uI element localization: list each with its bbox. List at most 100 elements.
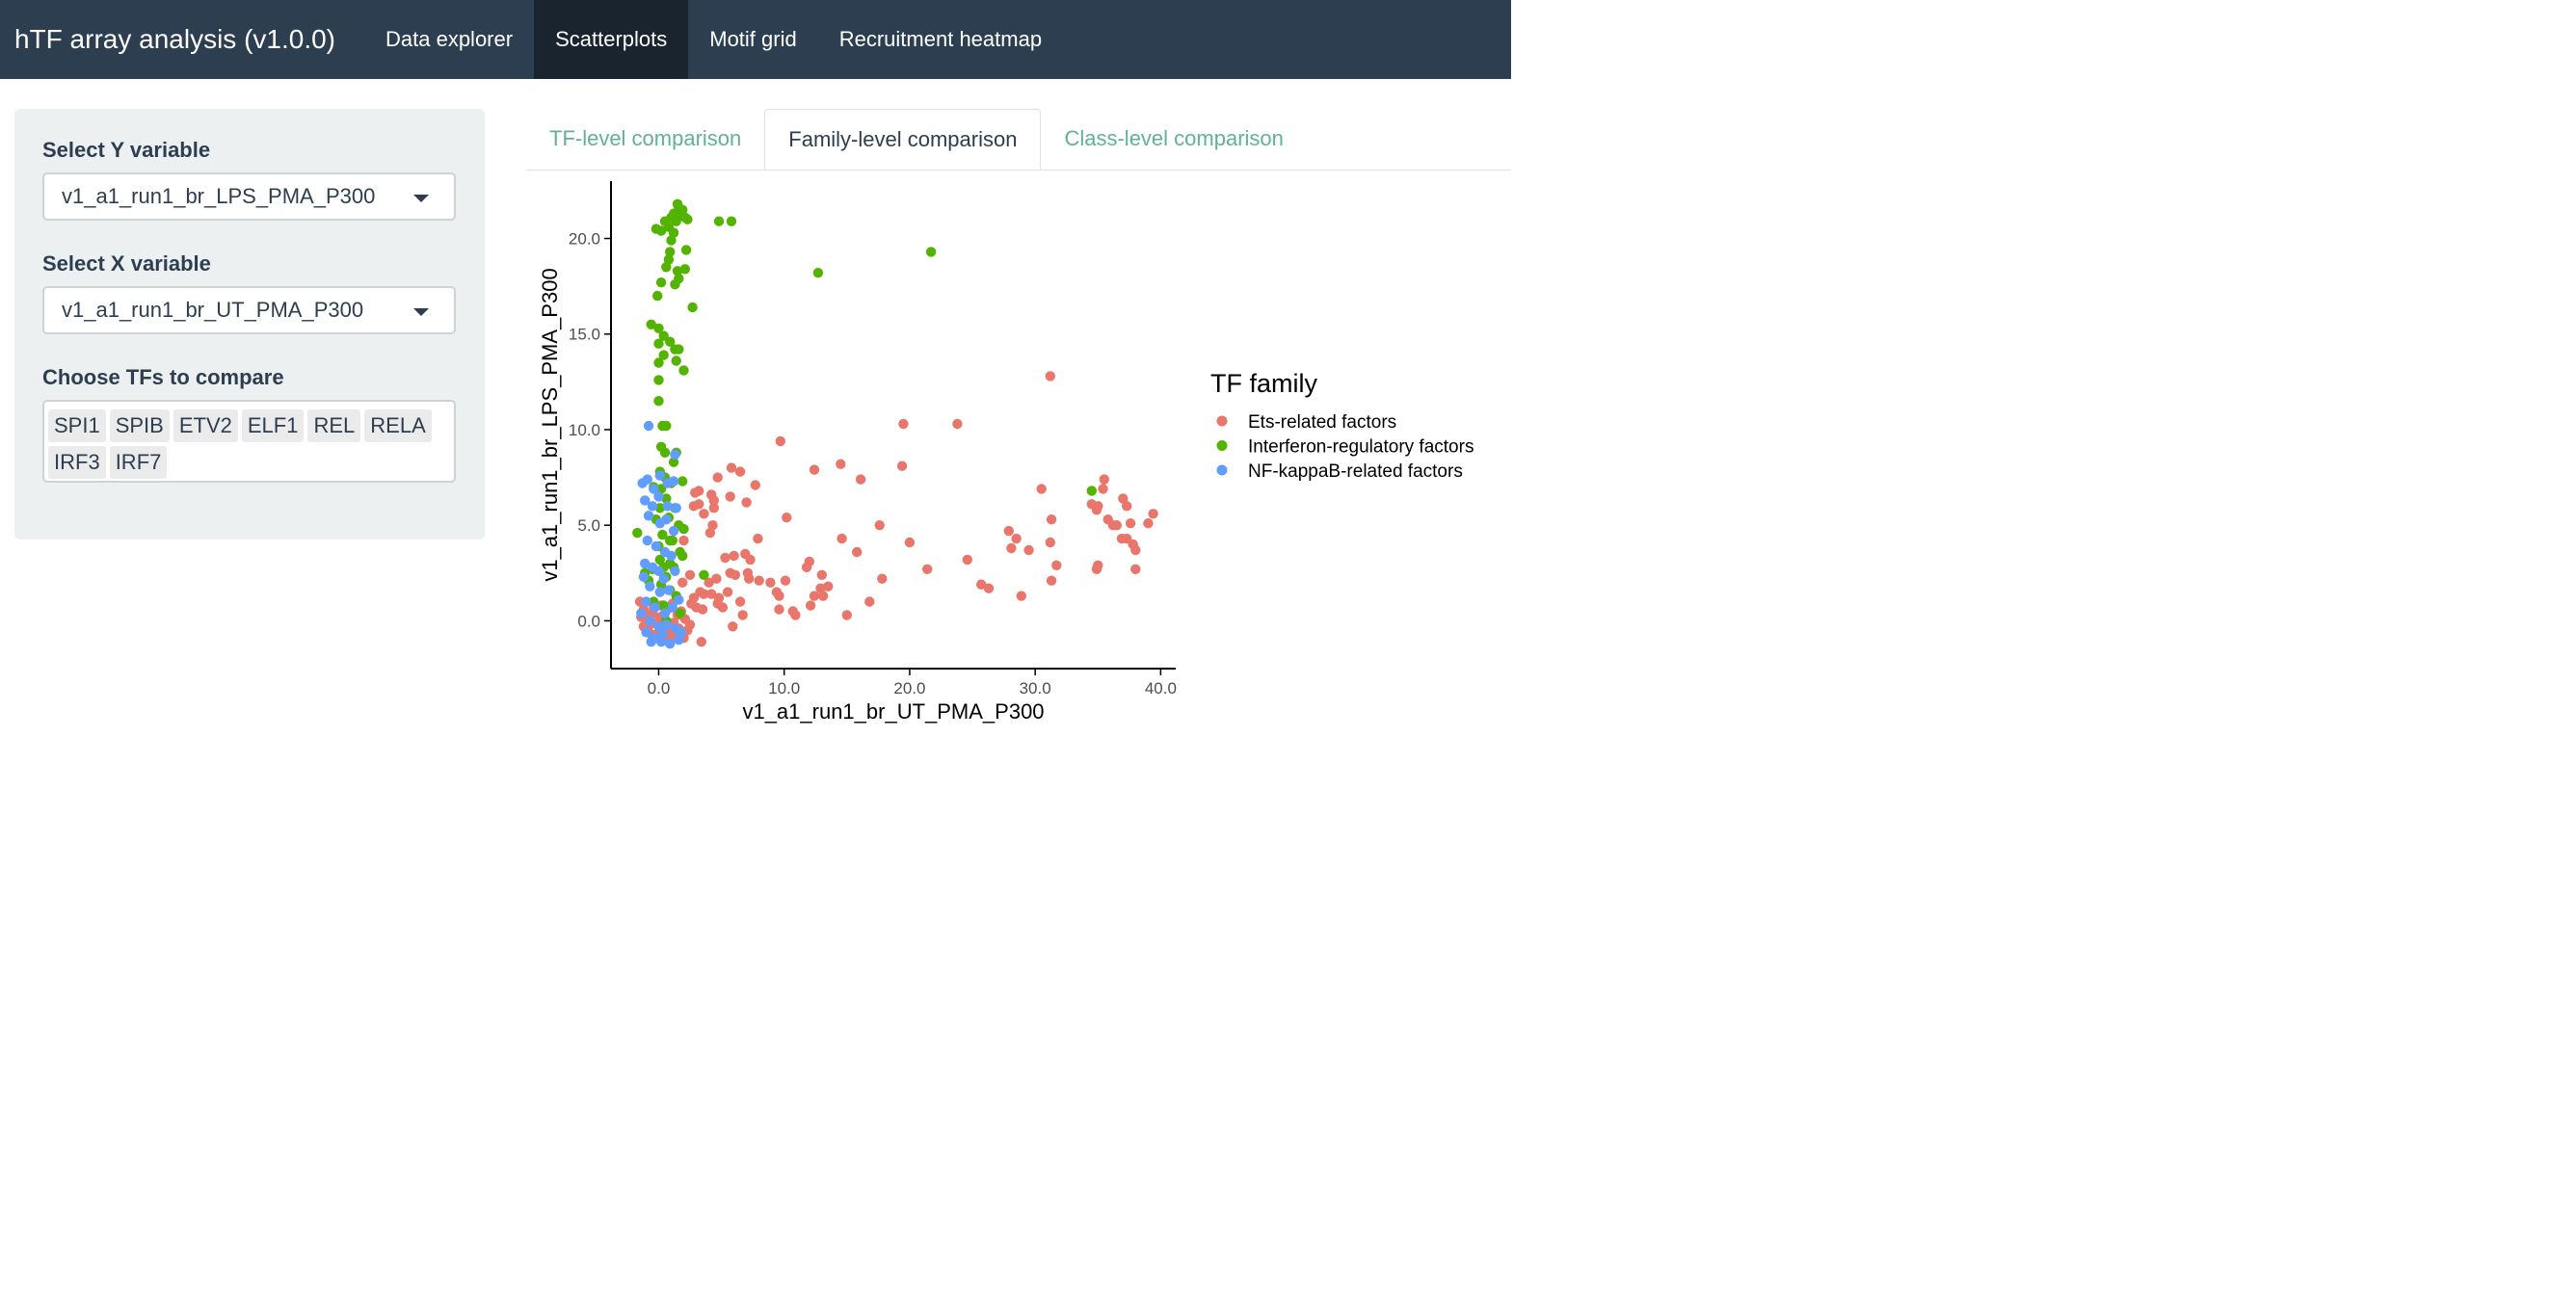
point-2-8 xyxy=(640,495,651,506)
point-2-37 xyxy=(641,627,651,638)
point-1-41 xyxy=(653,375,664,385)
point-1-59 xyxy=(678,523,689,535)
point-2-40 xyxy=(665,639,676,649)
point-0-80 xyxy=(815,583,826,593)
point-1-39 xyxy=(653,357,664,368)
point-1-38 xyxy=(671,355,681,366)
nav-recruitment-heatmap[interactable]: Recruitment heatmap xyxy=(838,27,1043,51)
point-0-59 xyxy=(1130,544,1141,556)
tf-chip-etv2[interactable]: ETV2 xyxy=(173,409,238,442)
app-title[interactable]: hTF array analysis (v1.0.0) xyxy=(14,24,335,54)
point-1-44 xyxy=(661,420,672,432)
point-2-21 xyxy=(640,558,651,569)
point-0-70 xyxy=(704,577,714,588)
legend-key-0 xyxy=(1216,415,1228,427)
tf-chip-spib[interactable]: SPIB xyxy=(109,409,170,442)
point-0-65 xyxy=(1130,564,1141,574)
point-2-41 xyxy=(674,635,684,645)
y-tick-label: 15.0 xyxy=(569,326,600,344)
point-2-35 xyxy=(661,619,672,630)
tf-chip-rela[interactable]: RELA xyxy=(364,409,432,442)
point-1-77 xyxy=(675,608,685,619)
point-0-43 xyxy=(1046,514,1057,525)
tab-class-level[interactable]: Class-level comparison xyxy=(1064,126,1284,150)
y-tick-label: 0.0 xyxy=(577,612,600,630)
point-0-86 xyxy=(1016,591,1026,601)
point-2-44 xyxy=(676,627,687,638)
tf-chip-rel[interactable]: REL xyxy=(307,409,361,442)
tf-chip-irf7[interactable]: IRF7 xyxy=(109,446,168,479)
point-0-13 xyxy=(694,486,704,496)
point-1-42 xyxy=(653,396,664,407)
point-1-21 xyxy=(670,279,680,290)
point-0-78 xyxy=(780,575,791,586)
point-0-62 xyxy=(1125,518,1136,529)
point-1-15 xyxy=(665,247,676,257)
point-2-42 xyxy=(646,637,656,647)
point-0-28 xyxy=(678,535,689,546)
point-0-142 xyxy=(696,637,706,647)
point-0-39 xyxy=(1011,533,1022,544)
point-1-46 xyxy=(659,447,671,458)
tf-multiselect[interactable]: SPI1 SPIB ETV2 ELF1 REL RELA IRF3 IRF7 xyxy=(42,400,456,483)
nav-motif-grid[interactable]: Motif grid xyxy=(709,27,797,51)
point-0-29 xyxy=(753,533,763,544)
tf-chip-irf3[interactable]: IRF3 xyxy=(48,446,106,479)
point-2-17 xyxy=(642,535,652,546)
point-0-3 xyxy=(775,435,785,447)
point-2-0 xyxy=(643,420,654,432)
sidebar-panel: Select Y variable v1_a1_run1_br_LPS_PMA_… xyxy=(14,109,485,540)
chevron-down-icon xyxy=(413,195,429,202)
point-0-24 xyxy=(704,527,716,539)
nav-data-explorer[interactable]: Data explorer xyxy=(385,27,514,51)
point-0-9 xyxy=(712,472,723,483)
point-1-30 xyxy=(646,319,656,329)
x-variable-value: v1_a1_run1_br_UT_PMA_P300 xyxy=(62,298,364,322)
plot-points xyxy=(632,198,1158,649)
point-0-79 xyxy=(816,569,827,580)
point-0-11 xyxy=(750,480,760,490)
point-0-45 xyxy=(1051,560,1062,570)
point-0-84 xyxy=(976,579,987,590)
point-2-45 xyxy=(636,608,647,619)
point-2-33 xyxy=(645,616,655,626)
point-0-48 xyxy=(1099,474,1109,485)
point-0-25 xyxy=(874,520,885,531)
point-0-68 xyxy=(677,577,688,588)
point-0-52 xyxy=(1118,493,1129,504)
point-0-106 xyxy=(790,610,801,620)
point-2-28 xyxy=(663,585,675,595)
point-0-36 xyxy=(852,546,863,558)
y-variable-value: v1_a1_run1_br_LPS_PMA_P300 xyxy=(62,184,376,208)
point-0-61 xyxy=(1148,509,1158,519)
point-0-64 xyxy=(1091,564,1102,574)
point-0-67 xyxy=(684,569,696,580)
x-variable-select[interactable]: v1_a1_run1_br_UT_PMA_P300 xyxy=(42,286,456,334)
nav-scatterplots[interactable]: Scatterplots xyxy=(534,0,689,79)
point-0-85 xyxy=(983,583,995,593)
point-0-10 xyxy=(855,474,866,485)
point-2-18 xyxy=(651,540,662,552)
point-1-25 xyxy=(726,216,737,226)
point-2-46 xyxy=(638,571,650,582)
y-variable-select[interactable]: v1_a1_run1_br_LPS_PMA_P300 xyxy=(42,172,456,221)
point-1-54 xyxy=(654,503,665,513)
point-1-53 xyxy=(661,493,672,504)
point-2-47 xyxy=(674,594,684,605)
tab-tf-level[interactable]: TF-level comparison xyxy=(549,126,742,150)
tf-chip-elf1[interactable]: ELF1 xyxy=(241,409,305,442)
point-1-40 xyxy=(678,365,689,376)
point-0-17 xyxy=(741,497,752,508)
point-2-12 xyxy=(671,503,681,513)
point-2-4 xyxy=(649,484,659,494)
point-0-22 xyxy=(707,520,718,531)
point-1-16 xyxy=(663,254,675,265)
point-0-102 xyxy=(717,602,729,613)
point-0-40 xyxy=(1006,542,1017,554)
point-0-94 xyxy=(774,591,784,601)
point-2-31 xyxy=(659,608,671,619)
point-1-33 xyxy=(653,338,664,349)
tab-family-level[interactable]: Family-level comparison xyxy=(764,109,1042,170)
tf-select-label: Choose TFs to compare xyxy=(42,365,284,389)
tf-chip-spi1[interactable]: SPI1 xyxy=(48,409,106,442)
